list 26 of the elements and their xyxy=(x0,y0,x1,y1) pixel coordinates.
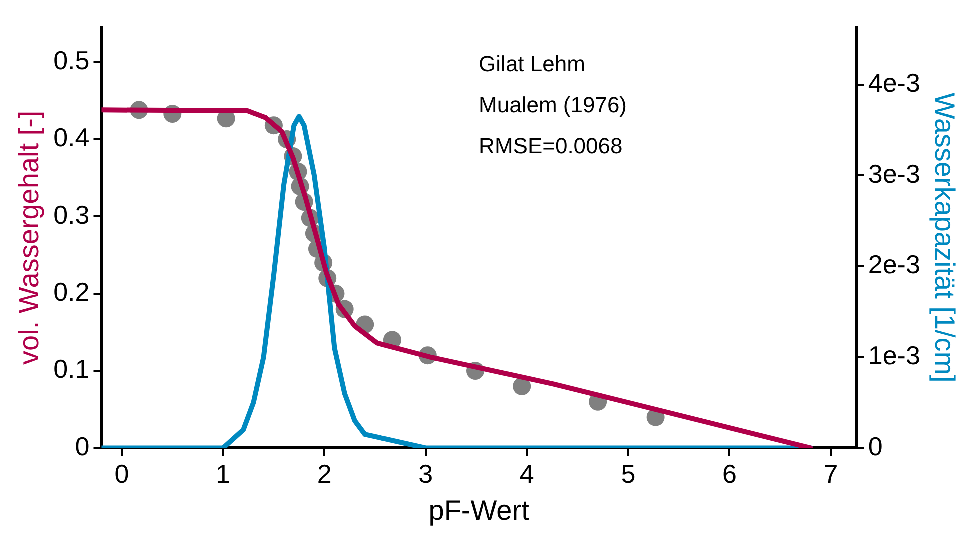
y2-tick-label: 0 xyxy=(868,431,883,462)
y2-tick-label: 2e-3 xyxy=(868,250,920,280)
y2-axis-title: Wasserkapazität [1/cm] xyxy=(929,92,960,383)
annotation: Mualem (1976) xyxy=(479,92,628,118)
x-tick-label: 5 xyxy=(621,458,636,489)
x-tick-label: 7 xyxy=(824,458,838,489)
x-tick-label: 2 xyxy=(317,458,332,489)
y-tick-label: 0.5 xyxy=(54,46,90,76)
x-axis-title: pF-Wert xyxy=(428,494,530,526)
y-axis-title: vol. Wassergehalt [-] xyxy=(14,110,45,365)
y-tick-label: 0.3 xyxy=(54,200,90,230)
y-tick-label: 0.1 xyxy=(54,354,90,384)
annotation: RMSE=0.0068 xyxy=(479,134,623,159)
x-tick-label: 3 xyxy=(418,458,434,489)
x-tick-label: 1 xyxy=(216,458,231,489)
y-tick-label: 0 xyxy=(75,431,90,462)
x-tick-label: 6 xyxy=(722,458,737,489)
annotation: Gilat Lehm xyxy=(479,52,586,77)
y2-tick-label: 1e-3 xyxy=(868,340,920,371)
y-tick-label: 0.2 xyxy=(54,277,90,308)
x-tick-label: 4 xyxy=(520,458,534,489)
y2-tick-label: 3e-3 xyxy=(868,158,920,189)
x-tick-label: 0 xyxy=(114,458,130,489)
y-tick-label: 0.4 xyxy=(54,122,90,153)
point xyxy=(513,377,532,396)
y2-tick-label: 4e-3 xyxy=(868,68,920,98)
